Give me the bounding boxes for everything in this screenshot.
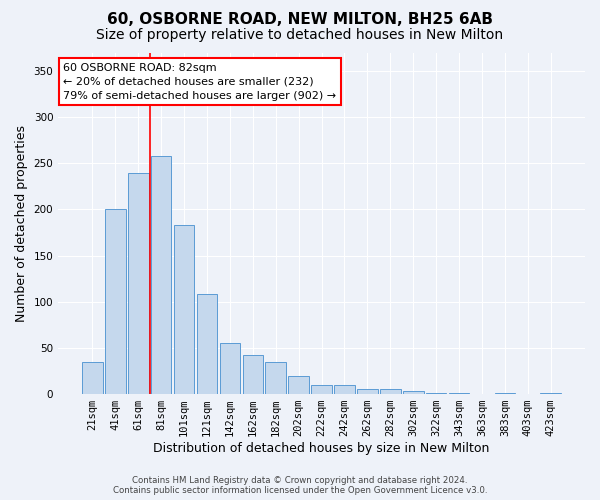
Bar [82, 362, 103, 394]
Bar [265, 362, 286, 394]
Bar [357, 390, 378, 394]
Bar [289, 376, 309, 394]
Bar [105, 210, 125, 394]
Text: 60 OSBORNE ROAD: 82sqm
← 20% of detached houses are smaller (232)
79% of semi-de: 60 OSBORNE ROAD: 82sqm ← 20% of detached… [64, 62, 337, 100]
Y-axis label: Number of detached properties: Number of detached properties [15, 125, 28, 322]
Bar [541, 393, 561, 394]
Bar [403, 392, 424, 394]
Bar [426, 393, 446, 394]
Bar [334, 385, 355, 394]
Bar [151, 156, 172, 394]
Bar [197, 294, 217, 394]
Bar [380, 390, 401, 394]
Bar [311, 385, 332, 394]
Bar [242, 356, 263, 394]
Bar [174, 225, 194, 394]
Text: 60, OSBORNE ROAD, NEW MILTON, BH25 6AB: 60, OSBORNE ROAD, NEW MILTON, BH25 6AB [107, 12, 493, 28]
Bar [220, 344, 240, 394]
Bar [494, 393, 515, 394]
Text: Size of property relative to detached houses in New Milton: Size of property relative to detached ho… [97, 28, 503, 42]
Text: Contains HM Land Registry data © Crown copyright and database right 2024.
Contai: Contains HM Land Registry data © Crown c… [113, 476, 487, 495]
Bar [449, 393, 469, 394]
X-axis label: Distribution of detached houses by size in New Milton: Distribution of detached houses by size … [154, 442, 490, 455]
Bar [128, 172, 149, 394]
